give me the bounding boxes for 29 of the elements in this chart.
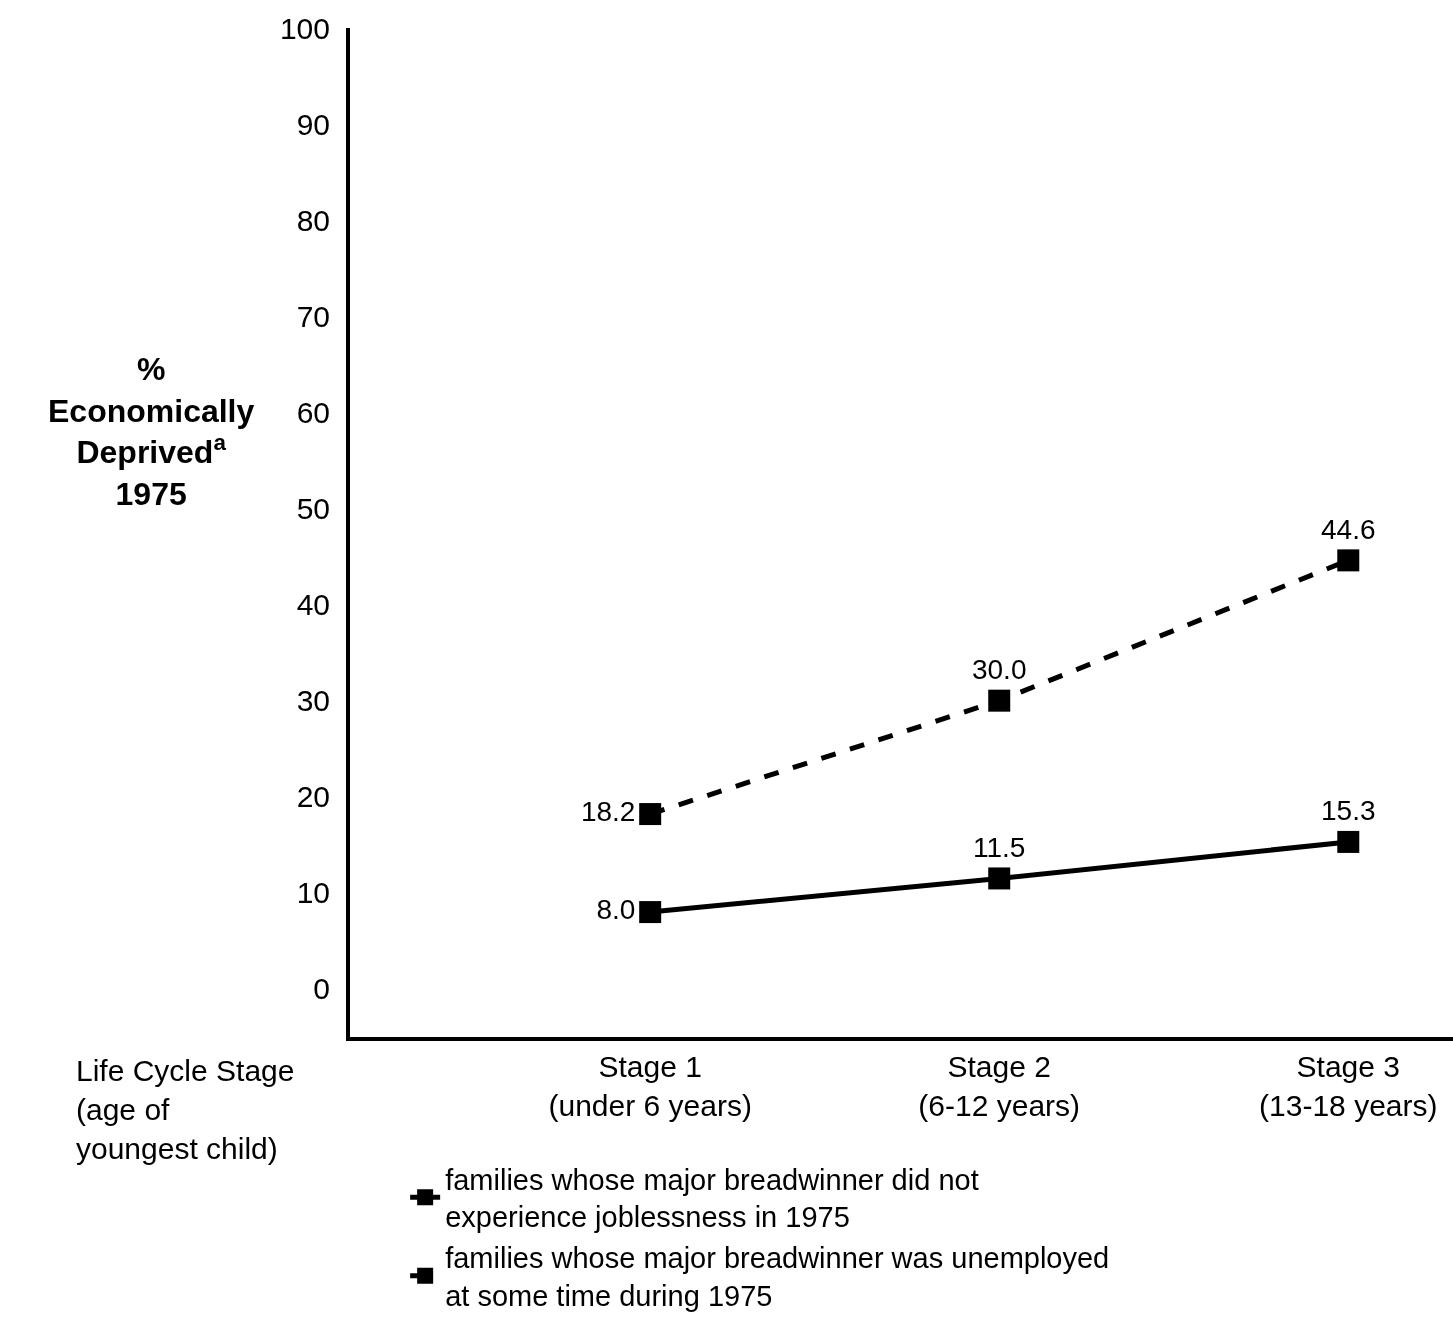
data-label: 15.3 xyxy=(1321,795,1376,827)
point xyxy=(988,867,1011,890)
y-tick-label: 90 xyxy=(296,107,330,141)
y-tick-label: 80 xyxy=(296,203,330,237)
y-tick-label: 70 xyxy=(296,299,330,333)
x-tick-label: Stage 1 (under 6 years) xyxy=(548,1050,752,1122)
data-label: 8.0 xyxy=(596,894,636,926)
point xyxy=(639,901,662,924)
point xyxy=(639,803,662,826)
point xyxy=(1337,549,1360,572)
x-tick-label: Stage 2 (6-12 years) xyxy=(918,1050,1081,1122)
point xyxy=(988,689,1011,712)
y-tick-label: 100 xyxy=(279,11,330,45)
data-label: 44.6 xyxy=(1321,513,1376,545)
y-tick-label: 60 xyxy=(296,395,330,429)
y-tick-label: 30 xyxy=(296,684,330,718)
y-tick-label: 50 xyxy=(296,491,330,525)
data-label: 30.0 xyxy=(971,653,1027,685)
data-label: 11.5 xyxy=(973,831,1026,863)
x-axis-title: Life Cycle Stage (age of youngest child) xyxy=(76,1054,295,1165)
data-label: 18.2 xyxy=(580,796,636,828)
text: % Economically Deprived$^{a}$ 1975 xyxy=(48,351,255,512)
legend-label: families whose major breadwinner was unemployed at some time during 1975 xyxy=(445,1242,1110,1312)
x-tick-label: Stage 3 (13-18 years) xyxy=(1259,1050,1438,1122)
y-tick-label: 0 xyxy=(313,972,330,1006)
y-tick-label: 20 xyxy=(296,780,330,814)
y-tick-label: 10 xyxy=(296,876,330,910)
point xyxy=(1337,830,1360,853)
y-tick-label: 40 xyxy=(296,588,330,622)
